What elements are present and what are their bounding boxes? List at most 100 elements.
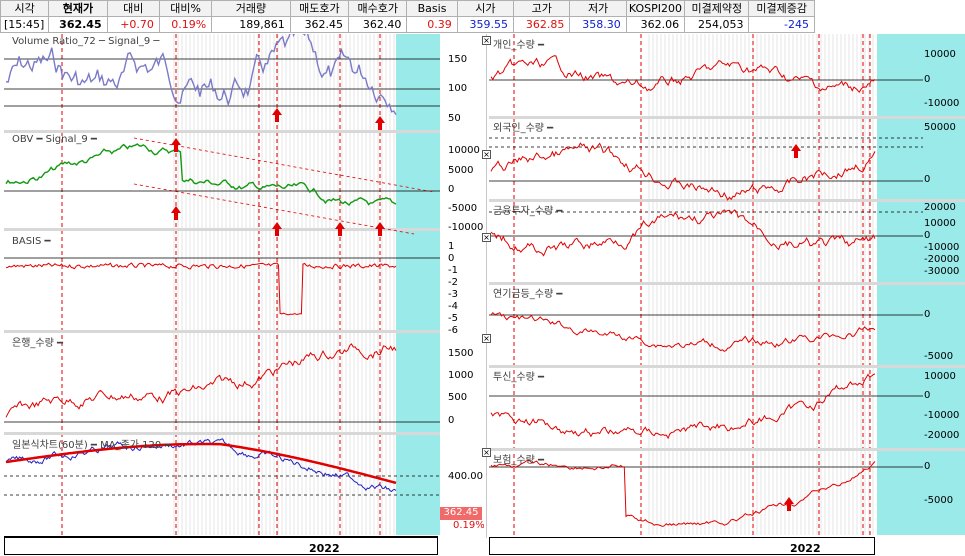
ytick-fin-20000: 20000 [924, 202, 956, 213]
left-panel-separator [4, 228, 440, 231]
value-low: 358.30 [569, 16, 627, 33]
ytick-obv-neg5000: -5000 [448, 203, 478, 214]
ytick-basis-neg6: -6 [448, 325, 458, 336]
ma-120-line [5, 442, 397, 485]
value-time: [15:45] [0, 16, 50, 33]
ytick-fin-neg10000: -10000 [924, 242, 960, 253]
header-change: 대비 [106, 0, 160, 17]
value-open-interest: 254,053 [684, 16, 750, 33]
value-change: +0.70 [106, 16, 160, 33]
ytick-fin-10000: 10000 [924, 218, 956, 229]
right-x-label-2022: 2022 [790, 542, 821, 555]
ytick-vr-100: 100 [448, 83, 468, 94]
right-panel-separator [489, 448, 965, 451]
ytick-for-0: 0 [924, 174, 931, 185]
ytick-obv-neg10000: -10000 [448, 222, 484, 233]
header-current-price: 현재가 [48, 0, 108, 17]
left-chart-svg[interactable] [4, 34, 484, 538]
collapse-button-1[interactable]: × [482, 36, 491, 45]
bank-qty-line [5, 343, 397, 418]
obv-title: OBV ━ Signal_9 ━ [12, 134, 97, 145]
ytick-basis-1: 1 [448, 241, 455, 252]
basis-line [5, 262, 397, 316]
candle-chart-title: 일본식차트(60분) ━ MA_종가 120 ━ [12, 440, 171, 451]
left-chart-panel[interactable]: Volume Ratio_72 ─ Signal_9 ─ OBV ━ Signa… [4, 34, 484, 538]
ytick-pen-0: 0 [924, 309, 931, 320]
right-chart-svg[interactable] [489, 34, 965, 538]
value-ask: 362.45 [289, 16, 350, 33]
ytick-basis-neg3: -3 [448, 289, 458, 300]
ytick-for-50000: 50000 [924, 122, 956, 133]
collapse-button-3[interactable]: × [482, 233, 491, 242]
fin-invest-qty-line [490, 209, 876, 257]
signal-arrow [784, 497, 794, 511]
header-time: 시각 [0, 0, 50, 17]
ytick-ind-10000: 10000 [924, 49, 956, 60]
ytick-ind-neg10000: -10000 [924, 98, 960, 109]
collapse-button-4[interactable]: × [482, 334, 491, 343]
ytick-fin-neg20000: -20000 [924, 254, 960, 265]
pension-qty-title: 연기금등_수량 ━ [493, 289, 563, 300]
left-panel-separator [4, 432, 440, 435]
ytick-basis-0: 0 [448, 253, 455, 264]
current-pct-badge: 0.19% [453, 520, 484, 531]
foreign-qty-title: 외국인_수량 ━ [493, 123, 554, 134]
current-price-badge: 362.45 [440, 507, 482, 520]
ytick-vr-50: 50 [448, 113, 461, 124]
ytick-ind-0: 0 [924, 74, 931, 85]
right-panel-separator [489, 365, 965, 368]
signal-arrow [272, 222, 282, 236]
right-panel-separator [489, 116, 965, 119]
collapse-button-2[interactable]: × [482, 150, 491, 159]
trust-qty-line [490, 373, 876, 440]
pension-qty-line [490, 311, 876, 352]
ytick-obv-10000: 10000 [448, 145, 480, 156]
right-panel-separator [489, 282, 965, 285]
value-open: 359.55 [456, 16, 515, 33]
left-panel-separator [4, 130, 440, 133]
fin-invest-qty-title: 금융투자_수량 ━ [493, 206, 563, 217]
trust-qty-title: 투신_수량 ━ [493, 372, 544, 383]
collapse-button-5[interactable]: × [482, 448, 491, 457]
left-x-axis: 2022 [4, 537, 438, 555]
header-bid: 매수호가 [348, 0, 408, 17]
signal-arrow [375, 222, 385, 236]
insurance-qty-line [490, 459, 876, 528]
value-bid: 362.40 [348, 16, 408, 33]
ytick-trust-10000: 10000 [924, 371, 956, 382]
ytick-trust-0: 0 [924, 390, 931, 401]
insurance-qty-title: 보험_수량 ━ [493, 455, 544, 466]
ytick-vr-150: 150 [448, 54, 468, 65]
obv-trend-upper [133, 137, 435, 193]
value-change-pct: 0.19% [158, 16, 213, 33]
panel-divider[interactable] [486, 34, 487, 538]
ytick-fin-0: 0 [924, 230, 931, 241]
value-volume: 189,861 [211, 16, 291, 33]
ytick-price-400: 400.00 [448, 471, 483, 482]
right-chart-panel[interactable]: 개인_수량 ━ 외국인_수량 ━ 금융투자_수량 ━ 연기금등_수량 ━ 투신_… [489, 34, 965, 538]
header-ask: 매도호가 [289, 0, 350, 17]
ytick-trust-neg20000: -20000 [924, 430, 960, 441]
bank-qty-title: 은행_수량 ━ [12, 338, 63, 349]
ytick-basis-neg2: -2 [448, 277, 458, 288]
ytick-ins-0: 0 [924, 461, 931, 472]
volume-ratio-line [5, 34, 397, 115]
foreign-qty-line [490, 142, 876, 201]
ytick-bank-0: 0 [448, 415, 455, 426]
header-volume: 거래량 [211, 0, 291, 17]
individual-qty-line [490, 55, 876, 94]
signal-arrow [375, 116, 385, 130]
ytick-ins-neg5000: -5000 [924, 495, 954, 506]
header-change-pct: 대비% [158, 0, 213, 17]
left-plot-area [4, 34, 396, 535]
header-low: 저가 [569, 0, 627, 17]
quote-table: 시각 현재가 대비 대비% 거래량 매도호가 매수호가 Basis 시가 고가 … [0, 0, 815, 33]
signal-arrow [791, 144, 801, 158]
signal-arrow [272, 108, 282, 122]
value-current-price: 362.45 [48, 16, 108, 33]
header-kospi200: KOSPI200 [625, 0, 686, 17]
ytick-obv-5000: 5000 [448, 165, 474, 176]
left-panel-separator [4, 330, 440, 333]
header-open: 시가 [456, 0, 515, 17]
header-high: 고가 [513, 0, 571, 17]
